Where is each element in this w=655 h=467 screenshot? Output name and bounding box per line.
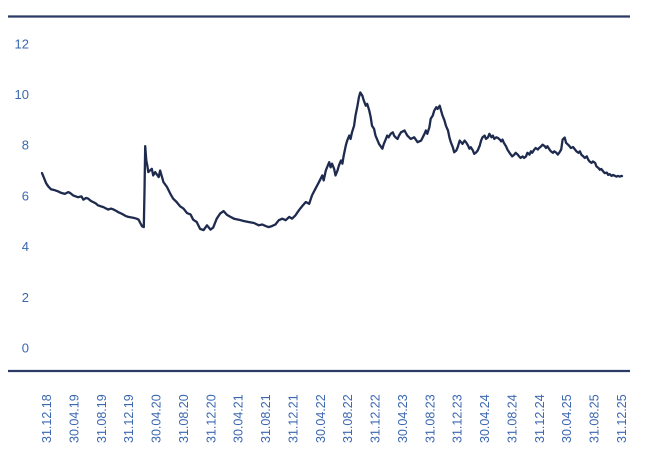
x-tick-label: 31.08.21 [259, 394, 273, 443]
x-tick-label: 30.04.23 [396, 394, 410, 443]
x-tick-label: 31.08.20 [177, 394, 191, 443]
x-tick-label: 30.04.22 [314, 394, 328, 443]
x-tick-label: 31.08.22 [341, 394, 355, 443]
x-tick-label: 31.12.25 [615, 394, 629, 443]
x-tick-label: 31.08.19 [95, 394, 109, 443]
x-tick-label: 30.04.24 [478, 394, 492, 443]
x-tick-label: 31.12.19 [122, 394, 136, 443]
x-tick-label: 31.08.23 [423, 394, 437, 443]
x-tick-label: 30.04.21 [232, 394, 246, 443]
x-tick-label: 31.12.20 [204, 394, 218, 443]
x-tick-label: 31.08.25 [588, 394, 602, 443]
y-tick-label: 2 [22, 290, 29, 305]
x-tick-label: 31.12.22 [369, 394, 383, 443]
x-tick-label: 31.08.24 [505, 394, 519, 443]
x-tick-label: 31.12.21 [286, 394, 300, 443]
x-tick-label: 30.04.20 [150, 394, 164, 443]
x-tick-label: 31.12.24 [533, 394, 547, 443]
x-tick-label: 30.04.19 [67, 394, 81, 443]
y-tick-label: 6 [22, 188, 29, 203]
y-tick-label: 12 [15, 36, 29, 51]
x-tick-label: 31.12.23 [451, 394, 465, 443]
x-tick-label: 30.04.25 [560, 394, 574, 443]
y-tick-label: 0 [22, 341, 29, 356]
y-tick-label: 4 [22, 239, 29, 254]
data-series-line [40, 91, 624, 232]
y-tick-label: 8 [22, 138, 29, 153]
y-tick-label: 10 [15, 87, 29, 102]
x-tick-label: 31.12.18 [40, 394, 54, 443]
